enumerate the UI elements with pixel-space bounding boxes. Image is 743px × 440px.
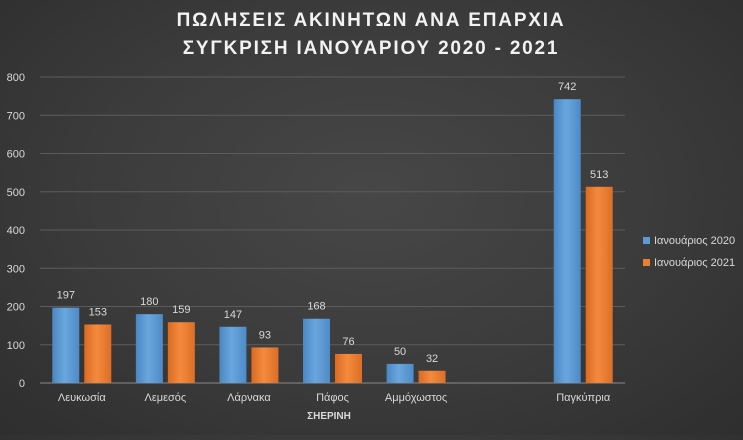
data-label: 147 [224, 309, 242, 321]
data-label: 32 [426, 353, 438, 365]
bar-2020 [386, 363, 414, 383]
legend-swatch [643, 237, 650, 244]
category-label: Λεμεσός [145, 392, 187, 404]
bar-2021 [335, 353, 362, 383]
data-label: 168 [307, 301, 325, 313]
data-label: 50 [394, 346, 406, 358]
category-labels: Λευκωσία Λεμεσός Λάρνακα Πάφος Αμμόχωστος Παγ… [58, 392, 611, 404]
y-tick-label: 800 [7, 72, 25, 84]
x-axis-title: ΣΗΕΡΙΝΗ [307, 411, 351, 422]
category-label: Λάρνακα [227, 392, 271, 404]
legend-label: Ιανουάριος 2021 [654, 257, 735, 269]
category-label: Λευκωσία [58, 392, 106, 404]
data-label: 180 [140, 296, 158, 308]
bar-2020 [553, 99, 581, 383]
data-labels: 197 153 180 159 147 93 168 76 50 32 742 513 [57, 81, 609, 365]
category-label: Αμμόχωστος [385, 392, 447, 404]
bar-2021 [84, 324, 112, 383]
data-label: 742 [558, 81, 576, 93]
category-label: Παγκύπρια [556, 392, 611, 404]
data-label: 153 [89, 306, 107, 318]
gridlines [40, 76, 625, 384]
bar-2020 [135, 314, 163, 383]
legend-swatch [643, 259, 650, 266]
bar-2020 [219, 326, 247, 383]
y-tick-label: 400 [7, 225, 25, 237]
chart-title-line-2: ΣΥΓΚΡΙΣΗ ΙΑΝΟΥΑΡΙΟΥ 2020 - 2021 [183, 38, 560, 59]
y-tick-label: 700 [7, 110, 25, 122]
y-tick-label: 500 [7, 187, 25, 199]
data-label: 76 [342, 336, 354, 348]
bar-2020 [52, 307, 80, 383]
bar-2021 [251, 347, 279, 383]
bars [52, 99, 613, 383]
y-tick-label: 200 [7, 302, 25, 314]
bar-2021 [418, 370, 446, 383]
y-axis-tick-labels: 0 100 200 300 400 500 600 700 800 [7, 72, 25, 390]
bar-2021 [585, 186, 613, 383]
bar-2021 [167, 322, 195, 383]
legend-label: Ιανουάριος 2020 [654, 235, 735, 247]
data-label: 93 [259, 329, 271, 341]
chart-title-line-1: ΠΩΛΗΣΕΙΣ ΑΚΙΝΗΤΩΝ ΑΝΑ ΕΠΑΡΧΙΑ [177, 10, 566, 31]
legend: Ιανουάριος 2020 Ιανουάριος 2021 [643, 235, 735, 269]
data-label: 159 [172, 304, 190, 316]
y-tick-label: 0 [19, 378, 25, 390]
y-tick-label: 600 [7, 149, 25, 161]
data-label: 197 [57, 290, 75, 302]
y-tick-label: 300 [7, 263, 25, 275]
bar-2020 [303, 318, 330, 383]
category-label: Πάφος [316, 392, 349, 404]
data-label: 513 [590, 169, 608, 181]
y-tick-label: 100 [7, 340, 25, 352]
